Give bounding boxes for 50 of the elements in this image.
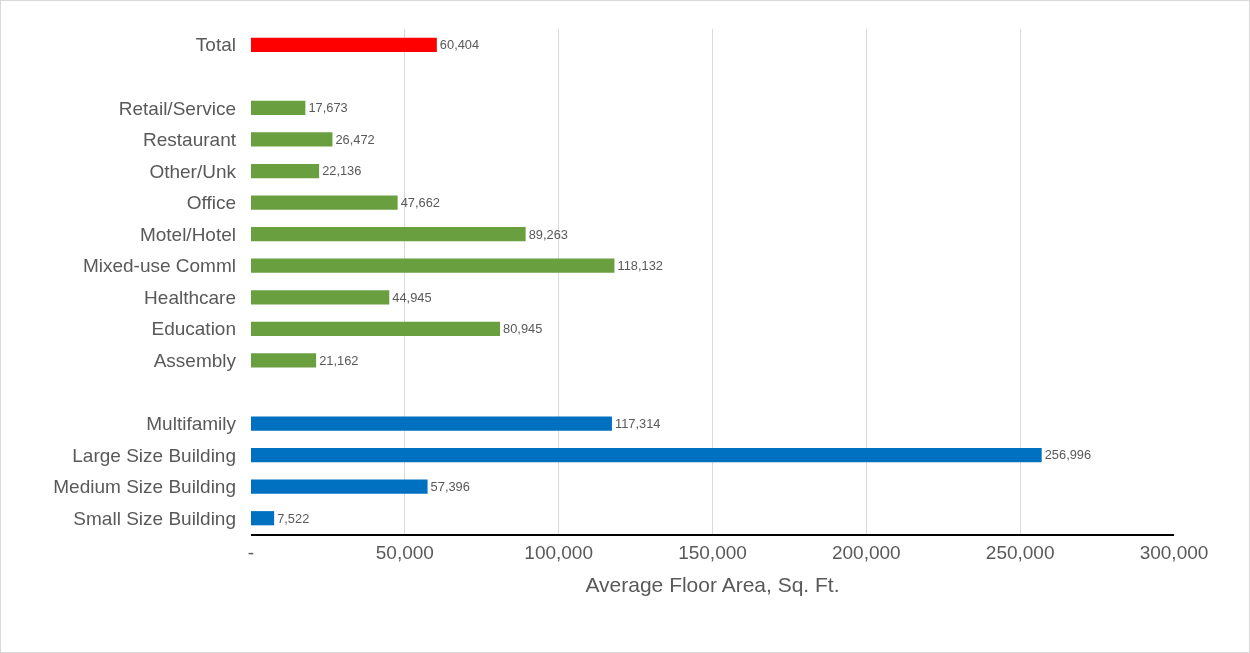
- x-tick-label: 250,000: [985, 541, 1055, 563]
- bar: [251, 290, 390, 305]
- y-tick-label: Total: [195, 34, 236, 56]
- data-label: 26,472: [335, 131, 375, 147]
- y-tick-label: Other/Unk: [149, 160, 237, 182]
- data-label: 7,522: [277, 510, 310, 526]
- data-label: 89,263: [528, 226, 568, 242]
- y-tick-label: Small Size Building: [73, 507, 236, 529]
- y-tick-label: Motel/Hotel: [139, 223, 236, 245]
- data-label: 57,396: [430, 479, 470, 495]
- data-label: 60,404: [439, 37, 480, 53]
- x-tick-label: 100,000: [524, 541, 594, 563]
- y-tick-label: Assembly: [153, 350, 237, 372]
- y-tick-label: Healthcare: [144, 286, 236, 308]
- x-tick-label: 300,000: [1139, 541, 1209, 563]
- y-tick-label: Multifamily: [146, 413, 237, 435]
- x-axis-title: Average Floor Area, Sq. Ft.: [585, 573, 840, 597]
- y-tick-label: Education: [151, 318, 236, 340]
- data-label: 118,132: [617, 258, 663, 274]
- bar: [251, 227, 526, 242]
- bar: [251, 447, 1042, 463]
- x-tick-label: -: [247, 541, 255, 563]
- bar: [251, 353, 317, 368]
- bar: [251, 479, 428, 494]
- bar: [251, 163, 320, 179]
- data-label: 17,673: [308, 100, 348, 116]
- data-label: 256,996: [1044, 447, 1092, 463]
- y-tick-label: Mixed-use Comml: [82, 255, 236, 277]
- bar: [251, 511, 275, 526]
- y-tick-label: Retail/Service: [118, 97, 236, 119]
- bar: [251, 132, 333, 147]
- data-label: 117,314: [614, 415, 661, 431]
- x-tick-label: 50,000: [375, 541, 434, 563]
- bar: [251, 258, 615, 273]
- data-label: 44,945: [392, 289, 432, 305]
- data-label: 80,945: [503, 321, 543, 337]
- data-label: 21,162: [319, 352, 359, 368]
- data-label: 47,662: [400, 194, 440, 210]
- bar: [251, 37, 437, 52]
- x-tick-label: 200,000: [831, 541, 901, 563]
- data-label: 22,136: [322, 163, 362, 179]
- y-tick-label: Large Size Building: [72, 444, 236, 466]
- y-tick-label: Medium Size Building: [53, 476, 236, 498]
- x-tick-label: 150,000: [678, 541, 747, 563]
- bar: [251, 100, 306, 116]
- bar: [251, 195, 398, 210]
- bar: [251, 321, 501, 336]
- y-tick-label: Restaurant: [143, 129, 237, 151]
- y-tick-label: Office: [186, 192, 236, 214]
- bar: [251, 416, 612, 431]
